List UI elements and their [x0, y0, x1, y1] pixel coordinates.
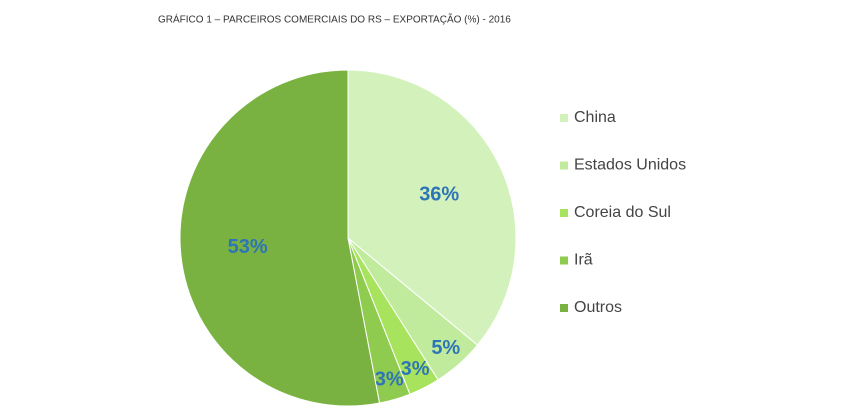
legend-swatch — [560, 161, 568, 170]
value-label: 3% — [401, 358, 430, 380]
value-label: 53% — [228, 236, 268, 258]
value-label: 36% — [419, 183, 459, 205]
legend-label: China — [574, 109, 616, 126]
value-label: 5% — [431, 337, 460, 359]
legend-swatch — [560, 304, 568, 312]
pie-slice — [347, 69, 517, 346]
legend-swatch — [560, 209, 568, 217]
legend-swatch — [560, 114, 568, 122]
chart-title: GRÁFICO 1 – PARCEIROS COMERCIAIS DO RS –… — [158, 13, 511, 26]
legend-label: Outros — [574, 299, 622, 316]
pie-slice — [179, 69, 381, 407]
legend-swatch — [560, 256, 568, 265]
legend-label: Irã — [574, 252, 593, 269]
legend-label: Coreia do Sul — [574, 204, 671, 221]
value-label: 3% — [375, 368, 404, 390]
legend-label: Estados Unidos — [574, 157, 686, 174]
